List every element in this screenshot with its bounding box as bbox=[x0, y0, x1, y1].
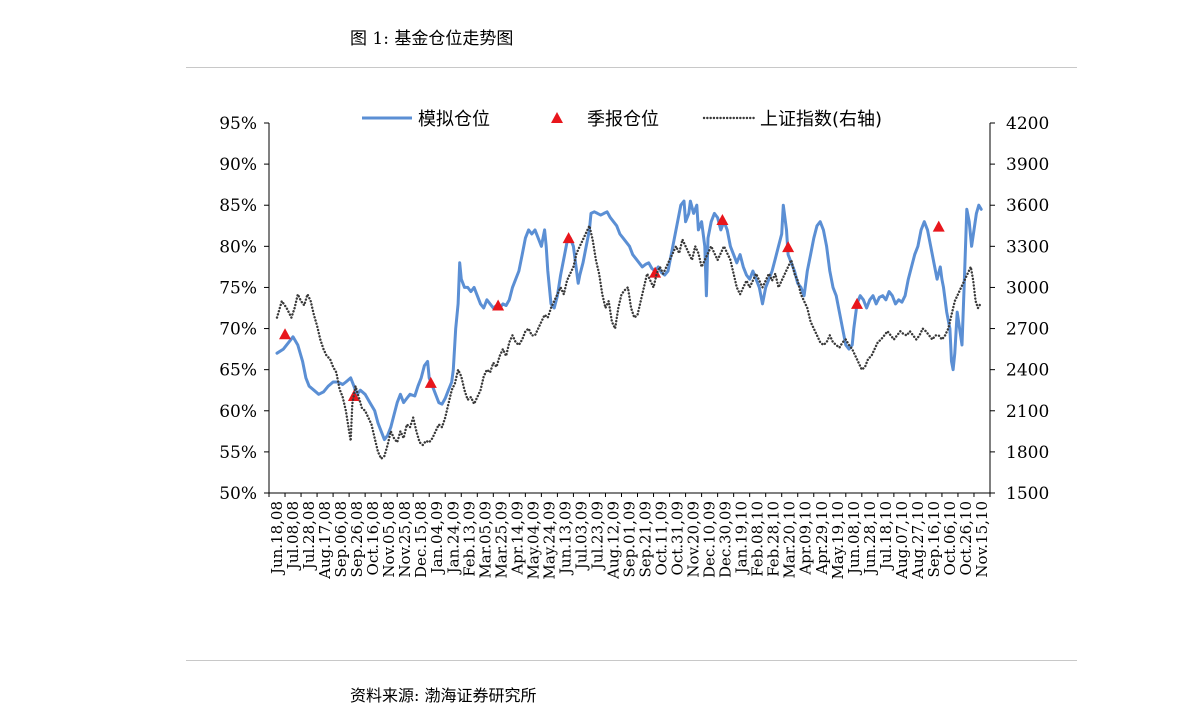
x-tick-label: Dec.10,09 bbox=[701, 501, 719, 578]
x-tick-label: Nov.05,08 bbox=[380, 501, 398, 578]
x-tick-label: Sep.16,10 bbox=[925, 501, 943, 577]
figure-label: 图 1: bbox=[350, 29, 389, 49]
x-tick-label: Jul.23,09 bbox=[588, 501, 606, 571]
x-tick-label: Dec.30,09 bbox=[717, 501, 735, 578]
x-tick-label: Jun.08,10 bbox=[845, 501, 863, 576]
x-tick-label: Jul.03,09 bbox=[572, 501, 590, 571]
x-tick-label: Aug.17,08 bbox=[316, 501, 334, 580]
quarterly-position-marker bbox=[851, 297, 864, 309]
y-left-tick-label: 65% bbox=[219, 361, 257, 381]
quarterly-position-marker bbox=[649, 266, 662, 278]
x-tick-label: Jun.18,08 bbox=[268, 501, 286, 576]
y-right-tick-label: 3600 bbox=[1006, 196, 1049, 216]
x-tick-label: Nov.25,08 bbox=[396, 501, 414, 578]
y-left-tick-label: 85% bbox=[219, 196, 257, 216]
x-tick-label: Feb.28,10 bbox=[765, 501, 783, 577]
y-left-tick-label: 60% bbox=[219, 402, 257, 422]
x-tick-label: Mar.25,09 bbox=[492, 501, 510, 579]
y-left-tick-label: 95% bbox=[219, 114, 257, 134]
shanghai-index-line bbox=[275, 224, 982, 460]
x-tick-label: Mar.05,09 bbox=[476, 501, 494, 579]
x-tick-label: Dec.15,08 bbox=[412, 501, 430, 578]
x-tick-label: Nov.15,10 bbox=[973, 501, 991, 578]
x-tick-label: Jun.28,10 bbox=[861, 501, 879, 576]
y-right-tick-label: 1500 bbox=[1006, 484, 1049, 504]
y-right-tick-label: 3300 bbox=[1006, 237, 1049, 257]
y-right-tick-label: 2100 bbox=[1006, 402, 1049, 422]
x-tick-label: Oct.11,09 bbox=[653, 501, 671, 575]
quarterly-position-marker bbox=[932, 220, 945, 232]
legend-swatch-quarterly bbox=[551, 112, 563, 123]
x-tick-label: Jan.24,09 bbox=[444, 501, 462, 575]
quarterly-position-marker bbox=[562, 232, 575, 244]
simulated-position-line bbox=[275, 199, 983, 442]
x-tick-label: Sep.26,08 bbox=[348, 501, 366, 577]
x-tick-label: Apr.14,09 bbox=[508, 501, 526, 576]
x-tick-label: Jan.19,10 bbox=[733, 501, 751, 575]
top-rule bbox=[186, 67, 1077, 68]
y-right-tick-label: 3000 bbox=[1006, 278, 1049, 298]
y-left-tick-label: 75% bbox=[219, 278, 257, 298]
bottom-rule bbox=[186, 660, 1077, 661]
x-tick-label: Sep.06,08 bbox=[332, 501, 350, 577]
y-left-tick-label: 50% bbox=[219, 484, 257, 504]
x-tick-label: Apr.29,10 bbox=[813, 501, 831, 576]
x-tick-label: Apr.09,10 bbox=[797, 501, 815, 576]
quarterly-position-marker bbox=[716, 214, 729, 226]
y-left-tick-label: 80% bbox=[219, 237, 257, 257]
x-tick-label: May.24,09 bbox=[540, 501, 558, 580]
x-tick-label: Aug.27,10 bbox=[909, 501, 927, 580]
x-tick-label: Oct.16,08 bbox=[364, 501, 382, 575]
legend-label-simulated: 模拟仓位 bbox=[418, 109, 490, 130]
y-left-tick-label: 55% bbox=[219, 443, 257, 463]
y-right-tick-label: 1800 bbox=[1006, 443, 1049, 463]
x-tick-label: Jul.18,10 bbox=[877, 501, 895, 571]
quarterly-position-marker bbox=[492, 299, 505, 311]
y-left-tick-label: 90% bbox=[219, 155, 257, 175]
figure-title: 图 1: 基金仓位走势图 bbox=[350, 24, 513, 49]
y-right-tick-label: 4200 bbox=[1006, 114, 1049, 134]
x-tick-label: Oct.31,09 bbox=[669, 501, 687, 575]
y-right-tick-label: 2700 bbox=[1006, 320, 1049, 340]
y-right-tick-label: 2400 bbox=[1006, 361, 1049, 381]
x-tick-label: Jul.28,08 bbox=[300, 501, 318, 571]
legend-label-index: 上证指数(右轴) bbox=[760, 109, 882, 130]
y-right-tick-label: 3900 bbox=[1006, 155, 1049, 175]
quarterly-position-marker bbox=[279, 328, 292, 340]
source-note: 资料来源: 渤海证券研究所 bbox=[350, 686, 537, 705]
x-tick-label: Oct.06,10 bbox=[941, 501, 959, 575]
x-tick-label: Oct.26,10 bbox=[957, 501, 975, 575]
x-tick-label: Aug.07,10 bbox=[893, 501, 911, 580]
figure-title-text: 基金仓位走势图 bbox=[394, 29, 514, 49]
x-tick-label: May.04,09 bbox=[524, 501, 542, 580]
x-tick-label: Aug.12,09 bbox=[604, 501, 622, 580]
x-tick-label: Mar.20,10 bbox=[781, 501, 799, 579]
x-tick-label: Jul.08,08 bbox=[284, 501, 302, 571]
y-left-tick-label: 70% bbox=[219, 320, 257, 340]
x-tick-label: Jun.13,09 bbox=[556, 501, 574, 576]
x-tick-label: May.19,10 bbox=[829, 501, 847, 580]
quarterly-position-marker bbox=[782, 241, 795, 253]
quarterly-position-marker bbox=[424, 376, 437, 388]
x-tick-label: Feb.13,09 bbox=[460, 501, 478, 577]
legend-label-quarterly: 季报仓位 bbox=[587, 109, 659, 130]
x-tick-label: Sep.01,09 bbox=[621, 501, 639, 577]
x-tick-label: Feb.08,10 bbox=[749, 501, 767, 577]
x-tick-label: Jan.04,09 bbox=[428, 501, 446, 575]
x-tick-label: Sep.21,09 bbox=[637, 501, 655, 577]
x-tick-label: Nov.20,09 bbox=[685, 501, 703, 578]
